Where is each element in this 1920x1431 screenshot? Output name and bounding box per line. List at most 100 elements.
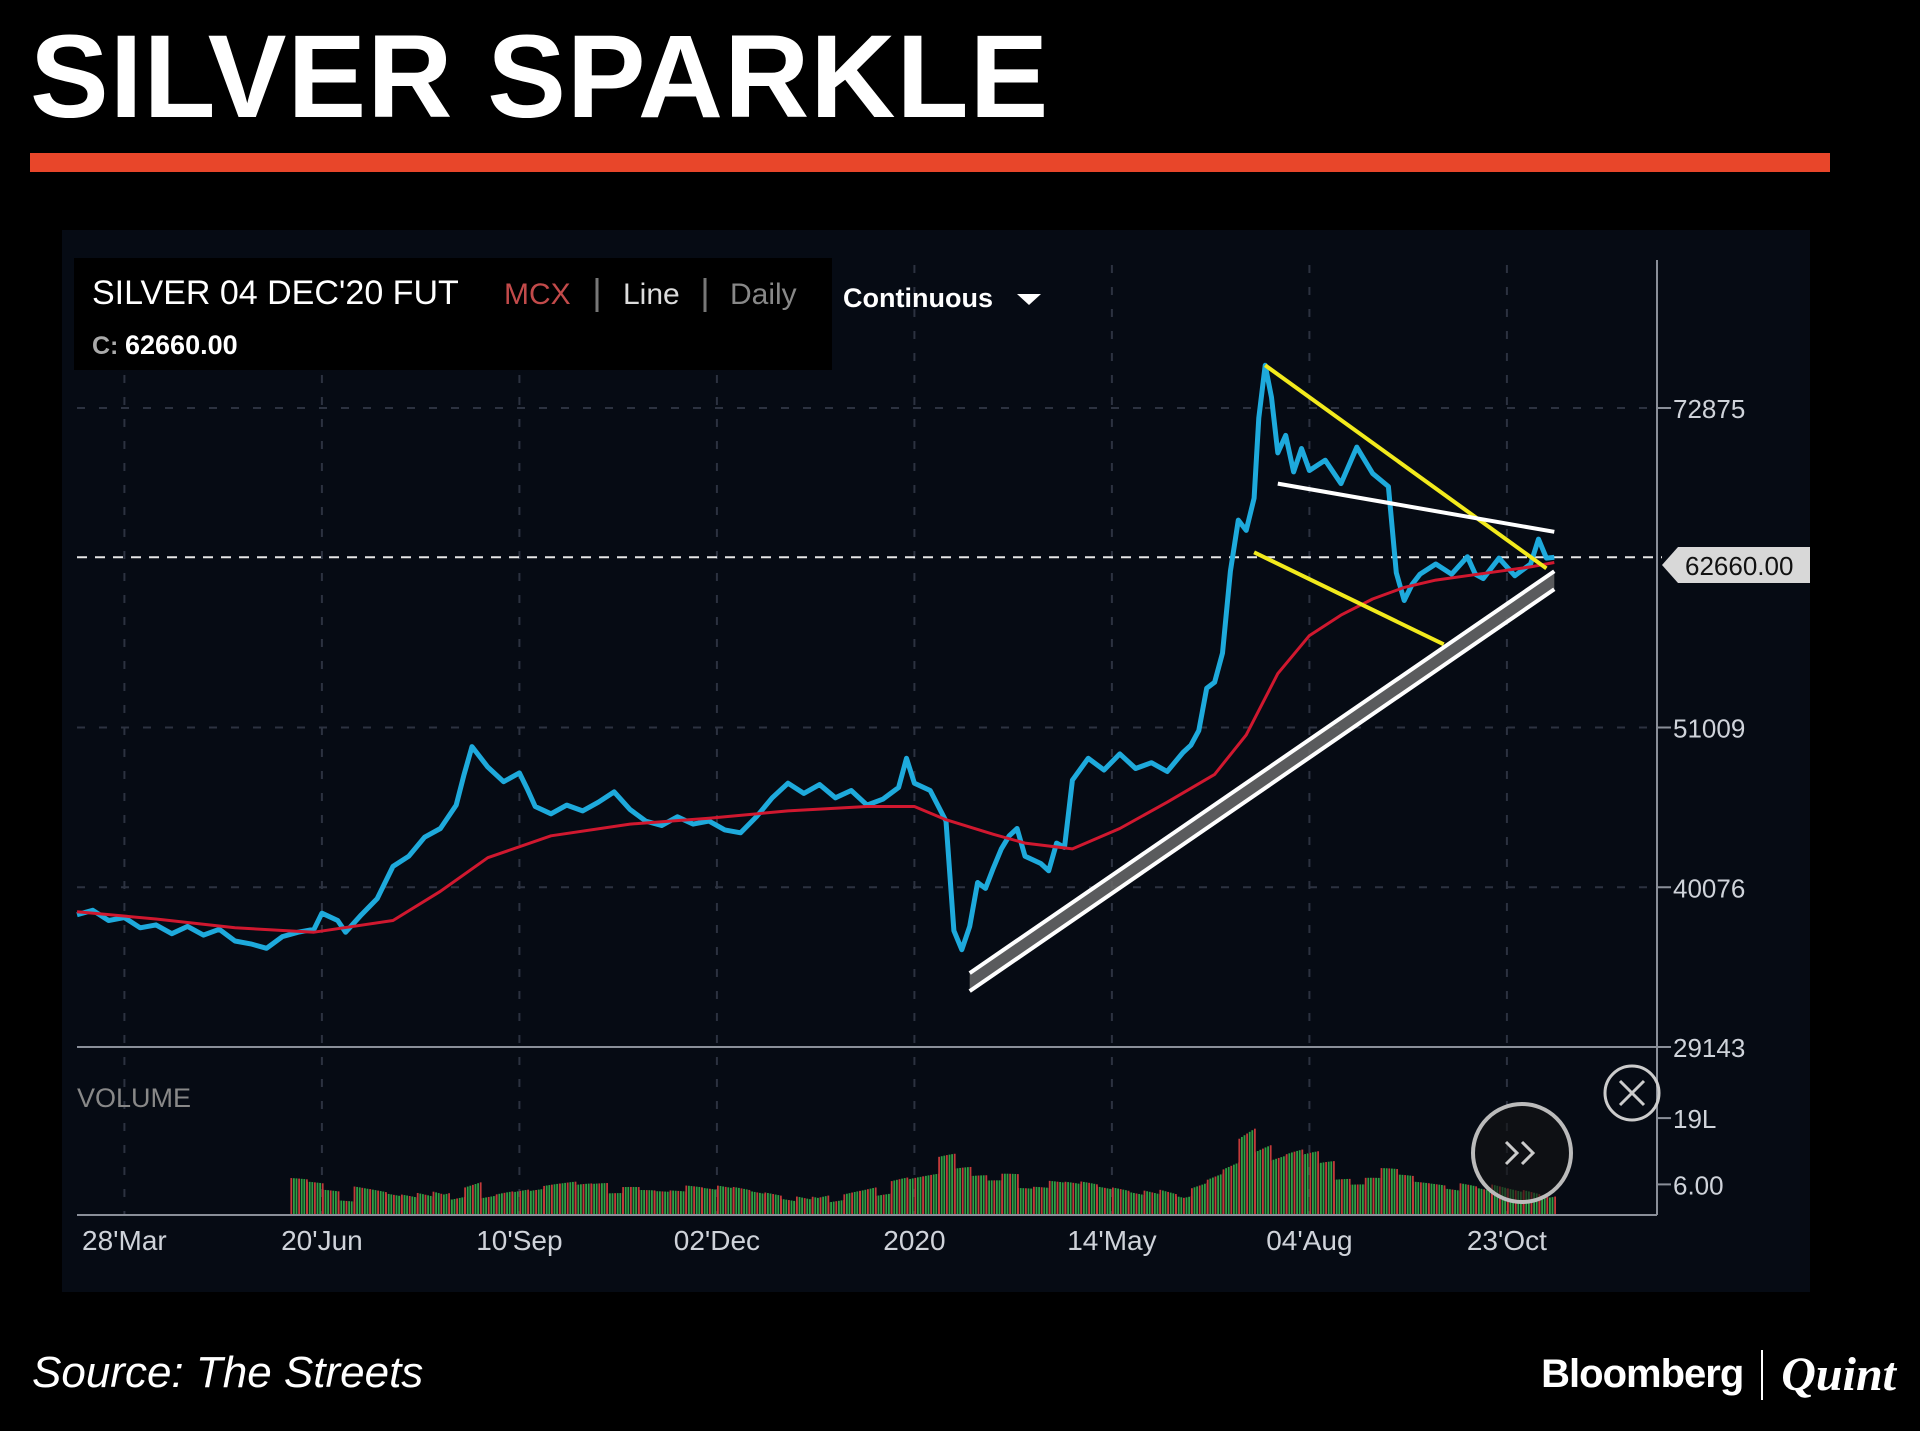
volume-bar xyxy=(1077,1183,1080,1215)
volume-bar xyxy=(432,1191,435,1215)
volume-bar xyxy=(311,1182,314,1215)
volume-bar xyxy=(1154,1193,1156,1215)
volume-bar xyxy=(682,1191,685,1215)
volume-bar xyxy=(753,1191,756,1215)
volume-bar xyxy=(1406,1175,1409,1215)
y-tick-label: 29143 xyxy=(1673,1033,1745,1063)
volume-bar xyxy=(1322,1162,1325,1215)
volume-bar xyxy=(680,1191,682,1215)
volume-bar xyxy=(1393,1168,1396,1215)
volume-bar xyxy=(1056,1181,1059,1215)
x-tick-label: 28'Mar xyxy=(82,1225,167,1256)
volume-bar xyxy=(395,1195,398,1215)
volume-bar xyxy=(709,1188,711,1215)
price-line xyxy=(76,362,1555,953)
volume-bar xyxy=(964,1167,967,1215)
volume-bar xyxy=(1001,1173,1004,1215)
volume-bar xyxy=(522,1190,524,1215)
volume-bar xyxy=(577,1184,580,1215)
chart-type-option[interactable]: Line xyxy=(623,278,680,311)
close-button[interactable] xyxy=(1603,1064,1661,1122)
volume-bar xyxy=(616,1193,619,1215)
volume-bar xyxy=(472,1184,474,1215)
brand-logo-part1: Bloomberg xyxy=(1541,1352,1744,1396)
volume-bar xyxy=(1214,1176,1217,1215)
volume-bar xyxy=(424,1194,427,1215)
grid-lines xyxy=(77,265,1662,1215)
volume-bar xyxy=(1301,1154,1304,1215)
volume-bar xyxy=(1317,1163,1320,1215)
volume-bar xyxy=(732,1186,735,1215)
volume-bar xyxy=(306,1181,308,1215)
volume-bar xyxy=(1285,1154,1288,1215)
volume-bar xyxy=(308,1181,311,1215)
volume-bars xyxy=(290,1128,1556,1215)
volume-tick-label: 19L xyxy=(1673,1104,1716,1134)
volume-bar xyxy=(1114,1188,1117,1215)
volume-bar xyxy=(609,1193,611,1215)
volume-bar xyxy=(443,1194,445,1215)
volume-bar xyxy=(1288,1153,1291,1215)
volume-bar xyxy=(801,1197,803,1215)
volume-bar xyxy=(1391,1168,1393,1215)
close-button-ring xyxy=(1603,1064,1661,1122)
volume-bar xyxy=(1177,1196,1180,1215)
instrument-label: SILVER 04 DEC'20 FUT xyxy=(92,274,459,312)
volume-bar xyxy=(356,1186,358,1215)
volume-bar xyxy=(1180,1197,1183,1215)
volume-bar xyxy=(925,1175,927,1215)
volume-bar xyxy=(1151,1192,1154,1215)
volume-bar xyxy=(835,1201,838,1215)
volume-bar xyxy=(1291,1152,1293,1215)
volume-bar xyxy=(938,1156,940,1215)
volume-bar xyxy=(961,1167,964,1215)
volume-bar xyxy=(551,1184,553,1215)
volume-bar xyxy=(1159,1189,1162,1215)
volume-bar xyxy=(543,1185,545,1215)
volume-bar xyxy=(611,1193,614,1215)
volume-bar xyxy=(1169,1192,1172,1215)
volume-bar xyxy=(390,1194,393,1215)
volume-bar xyxy=(774,1194,777,1215)
volume-bar xyxy=(1504,1187,1506,1215)
volume-bar xyxy=(361,1187,364,1215)
volume-bar xyxy=(1430,1183,1433,1215)
volume-bar xyxy=(1417,1182,1420,1215)
volume-bar xyxy=(1133,1192,1135,1215)
volume-bar xyxy=(603,1183,606,1215)
volume-bar xyxy=(980,1175,982,1215)
volume-bar xyxy=(290,1178,293,1215)
volume-bar xyxy=(1375,1177,1377,1215)
volume-bar xyxy=(503,1192,506,1215)
volume-bar xyxy=(1425,1182,1427,1215)
volume-bar xyxy=(385,1193,387,1215)
volume-bar xyxy=(327,1190,329,1215)
volume-bar xyxy=(701,1187,703,1215)
interval-option[interactable]: Daily xyxy=(730,278,797,311)
volume-bar xyxy=(806,1198,809,1215)
volume-bar xyxy=(851,1192,853,1215)
volume-bar xyxy=(345,1200,348,1215)
mode-dropdown[interactable]: Continuous xyxy=(843,283,1041,313)
volume-bar xyxy=(1019,1188,1022,1215)
volume-bar xyxy=(1420,1182,1422,1215)
volume-bar xyxy=(1067,1182,1069,1215)
volume-bar xyxy=(822,1196,824,1215)
expand-button-ring xyxy=(1471,1102,1573,1204)
volume-bar xyxy=(1438,1184,1441,1215)
close-label: C: xyxy=(92,332,118,360)
expand-button[interactable] xyxy=(1471,1102,1573,1204)
volume-bar xyxy=(843,1194,846,1215)
volume-bar xyxy=(638,1190,640,1215)
volume-bar xyxy=(1035,1186,1038,1215)
volume-bar xyxy=(350,1201,353,1215)
volume-bar xyxy=(788,1200,790,1215)
volume-bar xyxy=(440,1193,443,1215)
volume-bar xyxy=(474,1184,477,1215)
volume-bar xyxy=(1356,1184,1359,1215)
volume-bar xyxy=(719,1186,722,1215)
y-tick-label: 72875 xyxy=(1673,394,1745,424)
volume-bar xyxy=(1351,1184,1354,1215)
volume-bar xyxy=(1280,1157,1283,1215)
y-tick-label: 51009 xyxy=(1673,714,1745,744)
